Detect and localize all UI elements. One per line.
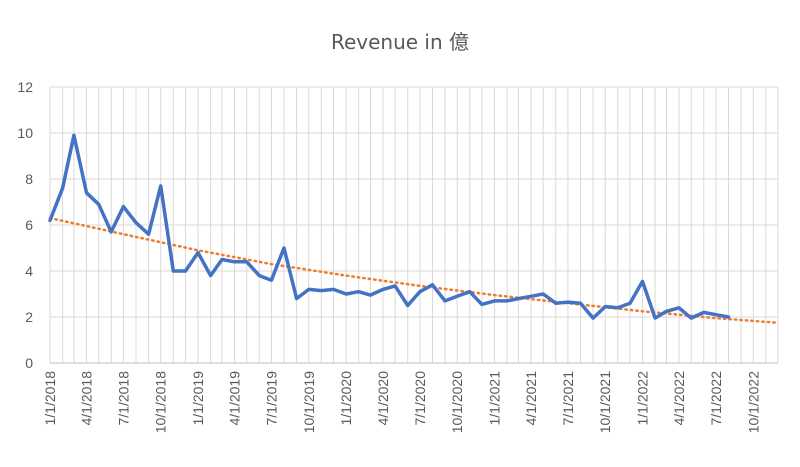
series-line xyxy=(48,133,731,320)
y-tick-label: 12 xyxy=(17,79,33,95)
trendline xyxy=(48,216,780,325)
y-tick-label: 0 xyxy=(25,355,33,371)
x-tick-label: 7/1/2020 xyxy=(412,371,428,426)
x-tick-label: 1/1/2019 xyxy=(190,371,206,426)
x-tick-label: 4/1/2019 xyxy=(227,371,243,426)
x-tick-label: 1/1/2021 xyxy=(487,371,503,426)
x-tick-label: 10/1/2021 xyxy=(597,371,613,433)
chart-title: Revenue in 億 xyxy=(331,30,469,54)
axes: 0 2 4 6 8 10 12 1/1/2018 4/1/2018 7/1/2018 10/1/20… xyxy=(17,79,778,433)
x-tick-label: 1/1/2022 xyxy=(635,371,651,426)
x-tick-label: 7/1/2022 xyxy=(708,371,724,426)
y-tick-label: 8 xyxy=(25,171,33,187)
x-tick-label: 7/1/2021 xyxy=(560,371,576,426)
y-tick-label: 10 xyxy=(17,125,33,141)
x-tick-label: 4/1/2021 xyxy=(523,371,539,426)
y-tick-label: 2 xyxy=(25,309,33,325)
x-tick-label: 4/1/2018 xyxy=(79,371,95,426)
x-tick-label: 7/1/2018 xyxy=(115,371,131,426)
gridlines xyxy=(49,86,779,363)
x-tick-label: 10/1/2020 xyxy=(449,371,465,433)
trendline-layer xyxy=(48,216,780,325)
x-tick-label: 1/1/2020 xyxy=(338,371,354,426)
x-tick-label: 4/1/2022 xyxy=(671,371,687,426)
y-tick-label: 4 xyxy=(25,263,33,279)
x-tick-label: 4/1/2020 xyxy=(375,371,391,426)
x-tick-label: 1/1/2018 xyxy=(42,371,58,426)
series-layer xyxy=(48,133,731,320)
x-tick-label: 10/1/2019 xyxy=(301,371,317,433)
x-tick-label: 10/1/2022 xyxy=(745,371,761,433)
y-tick-label: 6 xyxy=(25,217,33,233)
x-tick-label: 7/1/2019 xyxy=(263,371,279,426)
x-tick-label: 10/1/2018 xyxy=(153,371,169,433)
